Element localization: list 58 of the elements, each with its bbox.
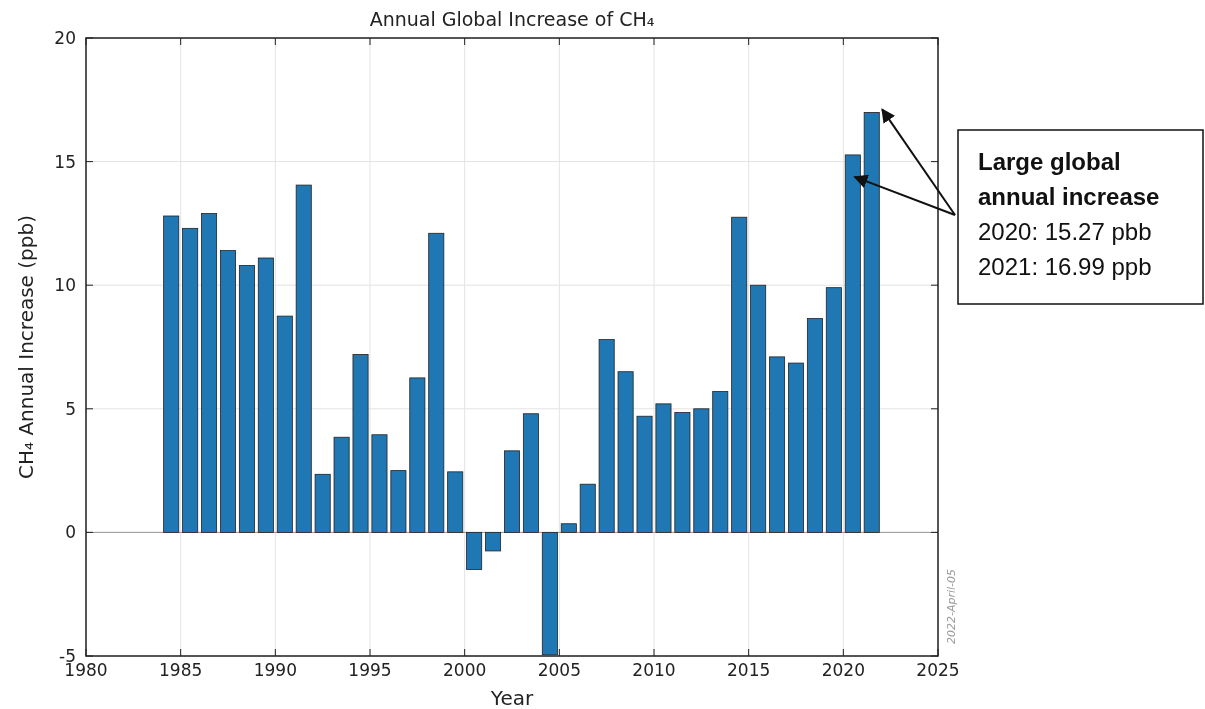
bar <box>769 356 786 533</box>
bar <box>579 483 596 533</box>
x-tick-label: 1995 <box>348 660 392 680</box>
bar <box>598 339 615 533</box>
y-tick-label: 5 <box>65 398 76 419</box>
bar <box>522 413 539 533</box>
x-tick-label: 1985 <box>159 660 203 680</box>
bar <box>333 436 350 533</box>
bar <box>257 257 274 533</box>
bar <box>390 470 407 533</box>
text: 2020: 15.27 pbb <box>978 218 1152 245</box>
bar <box>314 473 331 533</box>
x-tick-label: 1990 <box>253 660 297 680</box>
bar <box>295 184 312 533</box>
bar <box>201 213 218 533</box>
x-tick-label: 2010 <box>632 660 676 680</box>
bar <box>428 232 445 533</box>
bar <box>163 215 180 533</box>
bar <box>220 250 236 533</box>
y-axis-title: CH₄ Annual Increase (ppb) <box>14 215 38 479</box>
bar <box>504 450 520 533</box>
x-tick-label: 2000 <box>443 660 487 680</box>
bar <box>485 532 502 552</box>
bar <box>712 391 729 533</box>
x-tick-label: 2005 <box>537 660 581 680</box>
bar <box>466 532 483 570</box>
x-tick-label: 2025 <box>916 660 960 680</box>
x-tick-label: 2015 <box>727 660 771 680</box>
y-tick-label: 20 <box>54 27 76 48</box>
bar <box>863 112 880 533</box>
bar <box>655 403 672 533</box>
chart-title: Annual Global Increase of CH₄ <box>369 8 655 30</box>
bar <box>409 377 426 533</box>
bar <box>276 315 293 533</box>
bar <box>674 412 691 533</box>
bar <box>447 471 464 533</box>
text: Large global annual increase <box>978 148 1160 210</box>
bar <box>750 284 767 533</box>
bar <box>182 227 199 533</box>
bar <box>636 415 653 533</box>
bar <box>693 408 710 533</box>
bar <box>788 362 804 533</box>
bar <box>352 354 369 533</box>
y-tick-label: 15 <box>54 151 76 172</box>
bar <box>825 287 842 533</box>
x-axis-title: Year <box>489 686 534 709</box>
bar <box>371 434 388 533</box>
bar <box>617 371 634 533</box>
x-tick-label: 2020 <box>821 660 865 680</box>
text: 2022-April-05 <box>945 568 958 644</box>
bar <box>731 216 748 533</box>
bar <box>560 523 577 533</box>
bar <box>844 154 861 533</box>
text: 2021: 16.99 ppb <box>978 253 1152 280</box>
bar <box>238 265 255 533</box>
y-tick-label: 0 <box>65 522 76 543</box>
y-tick-label: 10 <box>54 275 76 296</box>
bar <box>806 318 823 533</box>
